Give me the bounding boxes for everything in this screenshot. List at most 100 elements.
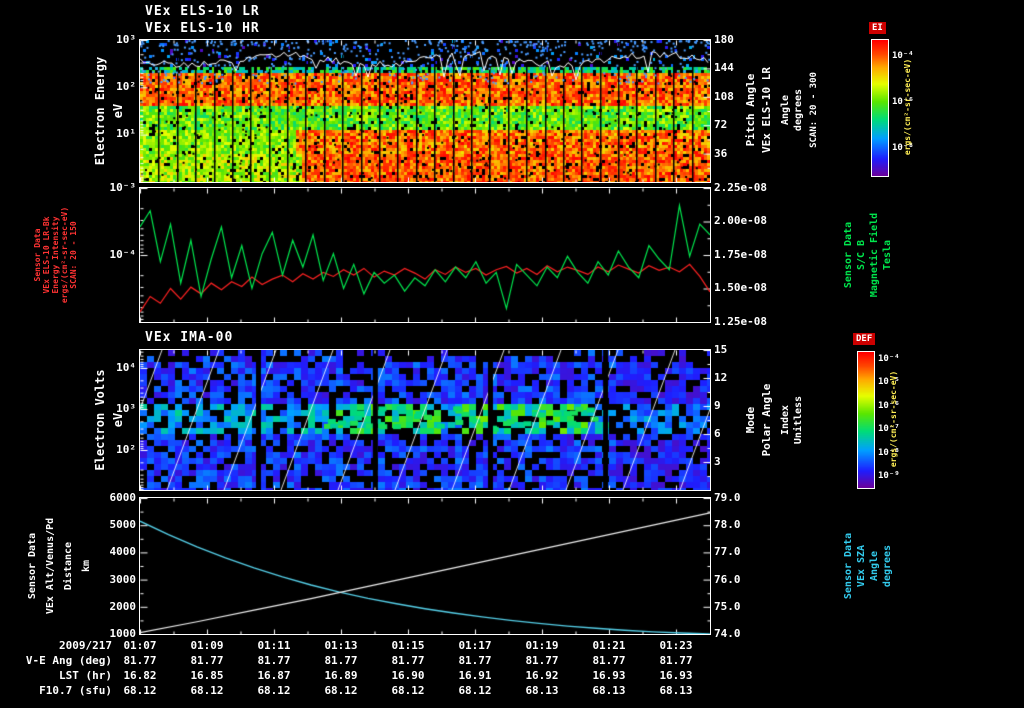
ima-colorbar-canvas: [858, 352, 874, 488]
panel1-right-tick-4: 36: [714, 147, 728, 160]
panel2-right-axis-label-1: S/C B: [856, 239, 867, 271]
intensity-bfield-panel: [139, 187, 711, 323]
timeline-value-1-0: 16.82: [123, 669, 157, 682]
panel4-right-tick-4: 75.0: [714, 600, 741, 613]
timeline-value-2-5: 68.12: [458, 684, 492, 697]
panel1-right-axis-label-1: VEx ELS-10 LR: [760, 66, 773, 154]
panel2-left-axis-label-2: Energy Intensity: [51, 216, 60, 294]
ima-spectrogram-panel: [139, 349, 711, 491]
timeline-value-0-7: 81.77: [592, 654, 626, 667]
time-label-0: 01:07: [123, 639, 157, 652]
panel2-right-tick-4: 1.25e-08: [714, 315, 767, 328]
panel4-left-axis-label-2: Distance: [63, 541, 74, 591]
panel4-left-tick-4: 2000: [109, 600, 137, 613]
panel1-right-tick-1: 144: [714, 61, 734, 74]
panel3-right-tick-3: 6: [714, 427, 721, 440]
timeline-value-0-8: 81.77: [659, 654, 693, 667]
timeline-value-1-3: 16.89: [324, 669, 358, 682]
panel4-right-axis-label-0: Sensor Data: [843, 532, 854, 600]
panel3-right-axis-label-3: Unitless: [793, 395, 804, 445]
panel3-right-axis-label-1: Polar Angle: [760, 383, 773, 457]
panel2-left-axis-label-1: VEx ELS-10 LR-Bk: [42, 216, 51, 294]
panel4-right-tick-3: 76.0: [714, 573, 741, 586]
panel1-left-tick-1: 10²: [116, 80, 136, 93]
panel3-right-axis-label-2: Index: [780, 404, 791, 436]
panel4-left-tick-3: 3000: [109, 573, 137, 586]
time-label-3: 01:13: [324, 639, 358, 652]
panel3-right-tick-1: 12: [714, 371, 728, 384]
panel4-left-tick-0: 6000: [109, 491, 137, 504]
panel1-left-axis-title-1: eV: [111, 103, 125, 119]
panel2-left-axis-label-3: ergs/(cm²-sr-sec-eV): [60, 206, 69, 304]
panel4-left-axis-label-3: km: [81, 559, 92, 573]
panel4-right-tick-2: 77.0: [714, 545, 741, 558]
time-label-1: 01:09: [190, 639, 224, 652]
timeline-value-2-4: 68.12: [391, 684, 425, 697]
time-label-7: 01:21: [592, 639, 626, 652]
panel1-right-tick-3: 72: [714, 118, 728, 131]
panel1-left-tick-2: 10¹: [116, 127, 136, 140]
panel1-left-tick-0: 10³: [116, 33, 136, 46]
panel3-left-axis-title-1: eV: [111, 412, 125, 428]
panel4-right-tick-5: 74.0: [714, 627, 741, 640]
altitude-sza-panel: [139, 497, 711, 635]
timeline-value-1-8: 16.93: [659, 669, 693, 682]
panel1-right-axis-label-0: Pitch Angle: [744, 73, 757, 147]
ima-colorbar-tick-2: 10⁻⁶: [878, 401, 900, 411]
els-colorbar-tick-2: 10⁻⁸: [892, 143, 914, 153]
els-colorbar-canvas: [872, 40, 888, 176]
altitude-sza-canvas: [140, 498, 710, 634]
time-label-8: 01:23: [659, 639, 693, 652]
timeline-row-label-2: F10.7 (sfu): [39, 684, 112, 697]
els-spectrogram-canvas: [140, 40, 710, 182]
panel3-right-axis-label-0: Mode: [744, 406, 757, 434]
panel4-right-axis-label-1: VEx SZA: [856, 544, 867, 588]
els-colorbar-tick-0: 10⁻⁴: [892, 51, 914, 61]
timeline-value-2-8: 68.13: [659, 684, 693, 697]
time-label-2: 01:11: [257, 639, 291, 652]
panel3-left-tick-1: 10³: [116, 402, 136, 415]
timeline-value-2-7: 68.13: [592, 684, 626, 697]
panel2-right-tick-1: 2.00e-08: [714, 214, 767, 227]
timeline-value-0-1: 81.77: [190, 654, 224, 667]
ima-colorbar-tick-0: 10⁻⁴: [878, 354, 900, 364]
panel3-right-tick-0: 15: [714, 343, 728, 356]
panel3-right-tick-4: 3: [714, 455, 721, 468]
timeline-value-0-4: 81.77: [391, 654, 425, 667]
panel2-right-axis-label-0: Sensor Data: [843, 221, 854, 289]
timeline-row-label-0: V-E Ang (deg): [25, 654, 112, 667]
els-colorbar-unit-0: ergs/(cm²-sr-sec-eV): [903, 58, 912, 156]
els-colorbar-title: EI: [869, 22, 886, 34]
ima-colorbar-tick-5: 10⁻⁹: [878, 471, 900, 481]
panel1-left-axis-title-0: Electron Energy: [93, 56, 107, 166]
ima-colorbar: [857, 351, 875, 489]
panel4-left-axis-label-1: VEx Alt/Venus/Pd: [45, 517, 56, 615]
timeline-value-0-6: 81.77: [525, 654, 559, 667]
panel3-left-tick-2: 10²: [116, 443, 136, 456]
panel4-right-axis-label-2: Angle: [869, 550, 880, 582]
panel4-right-tick-0: 79.0: [714, 491, 741, 504]
ima-colorbar-tick-3: 10⁻⁷: [878, 424, 900, 434]
panel3-left-axis-title-0: Electron Volts: [93, 369, 107, 471]
panel2-right-tick-2: 1.75e-08: [714, 248, 767, 261]
timeline-value-2-3: 68.12: [324, 684, 358, 697]
panel4-left-tick-2: 4000: [109, 545, 137, 558]
timeline-value-1-4: 16.90: [391, 669, 425, 682]
panel3-title: VEx IMA-00: [145, 330, 234, 345]
timeline-value-1-7: 16.93: [592, 669, 626, 682]
panel4-right-tick-1: 78.0: [714, 518, 741, 531]
panel3-left-tick-0: 10⁴: [116, 361, 136, 374]
panel1-right-axis-label-2: Angle: [780, 94, 791, 126]
panel4-right-axis-label-3: degrees: [882, 544, 893, 588]
timeline-value-2-6: 68.13: [525, 684, 559, 697]
els-colorbar: [871, 39, 889, 177]
timeline-value-2-2: 68.12: [257, 684, 291, 697]
panel1-title-line2: VEx ELS-10 HR: [145, 21, 260, 36]
date-label: 2009/217: [59, 639, 112, 652]
ima-colorbar-tick-4: 10⁻⁸: [878, 448, 900, 458]
panel1-right-tick-2: 108: [714, 90, 734, 103]
panel2-right-axis-label-2: Magnetic Field: [869, 212, 880, 298]
panel3-right-tick-2: 9: [714, 399, 721, 412]
timeline-value-0-5: 81.77: [458, 654, 492, 667]
